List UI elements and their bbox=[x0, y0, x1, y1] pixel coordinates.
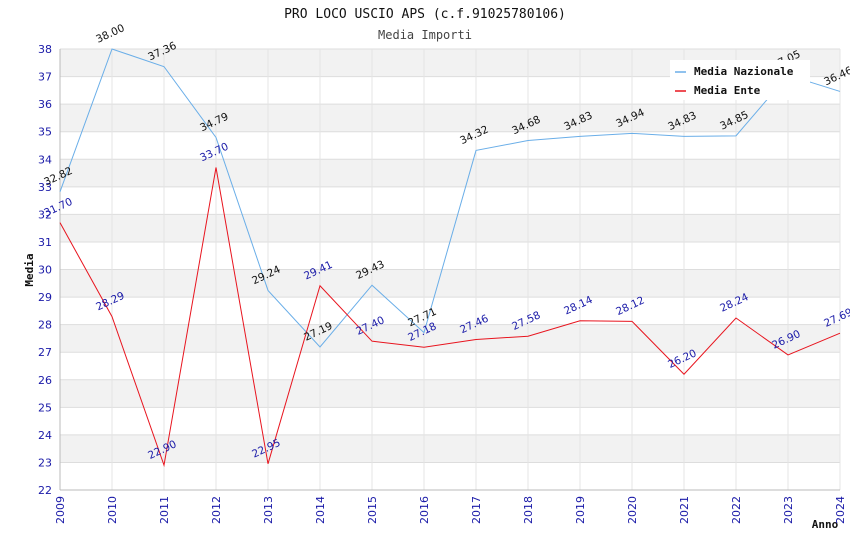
x-tick-label: 2018 bbox=[522, 496, 535, 524]
series-line-media-ente bbox=[59, 167, 841, 468]
y-tick-label: 37 bbox=[38, 71, 52, 84]
x-tick-label: 2016 bbox=[418, 496, 431, 524]
x-tick-label: 2020 bbox=[626, 496, 639, 524]
data-label: 38.00 bbox=[94, 22, 126, 46]
band bbox=[60, 352, 840, 380]
x-tick-label: 2017 bbox=[470, 496, 483, 524]
legend: Media Nazionale Media Ente bbox=[670, 60, 810, 100]
x-tick-label: 2012 bbox=[210, 496, 223, 524]
band bbox=[60, 434, 840, 463]
legend-label-media-ente: Media Ente bbox=[694, 84, 761, 97]
gridlines bbox=[59, 48, 841, 491]
y-tick-label: 31 bbox=[38, 236, 52, 249]
y-tick-label: 33 bbox=[38, 181, 52, 194]
y-tick-label: 32 bbox=[38, 208, 52, 221]
x-tick-label: 2022 bbox=[730, 496, 743, 524]
y-tick-label: 24 bbox=[38, 429, 52, 442]
x-tick-label: 2024 bbox=[834, 496, 847, 524]
legend-box bbox=[670, 60, 810, 100]
y-tick-label: 34 bbox=[38, 153, 52, 166]
y-tick-label: 35 bbox=[38, 126, 52, 139]
y-tick-label: 25 bbox=[38, 401, 52, 414]
x-tick-label: 2009 bbox=[54, 496, 67, 524]
x-tick-label: 2010 bbox=[106, 496, 119, 524]
y-tick-label: 38 bbox=[38, 43, 52, 56]
x-tick-label: 2011 bbox=[158, 496, 171, 524]
band bbox=[60, 407, 840, 435]
band bbox=[60, 297, 840, 325]
band bbox=[60, 379, 840, 408]
x-tick-label: 2013 bbox=[262, 496, 275, 524]
band bbox=[60, 159, 840, 187]
band bbox=[60, 324, 840, 353]
band bbox=[60, 241, 840, 270]
x-axis-title: Anno bbox=[812, 518, 839, 531]
y-tick-label: 27 bbox=[38, 346, 52, 359]
chart-subtitle: Media Importi bbox=[378, 28, 472, 42]
x-tick-label: 2023 bbox=[782, 496, 795, 524]
y-tick-label: 28 bbox=[38, 319, 52, 332]
y-tick-labels: 22 23 24 25 26 27 28 29 30 31 32 33 34 35 36 37 38 bbox=[38, 43, 52, 497]
band bbox=[60, 269, 840, 298]
y-tick-label: 26 bbox=[38, 374, 52, 387]
x-tick-label: 2021 bbox=[678, 496, 691, 524]
x-tick-label: 2015 bbox=[366, 496, 379, 524]
x-tick-labels: 2009 2010 2011 2012 2013 2014 2015 2016 2017 2018… bbox=[54, 496, 847, 524]
y-tick-label: 29 bbox=[38, 291, 52, 304]
band bbox=[60, 104, 840, 132]
series-line-media-nazionale bbox=[59, 48, 841, 348]
background-bands bbox=[60, 49, 840, 490]
y-tick-label: 36 bbox=[38, 98, 52, 111]
y-tick-label: 22 bbox=[38, 484, 52, 497]
y-tick-label: 23 bbox=[38, 456, 52, 469]
band bbox=[60, 186, 840, 215]
y-axis-title: Media bbox=[23, 253, 36, 286]
x-tick-label: 2019 bbox=[574, 496, 587, 524]
band bbox=[60, 462, 840, 490]
legend-label-media-nazionale: Media Nazionale bbox=[694, 65, 794, 78]
chart-title: PRO LOCO USCIO APS (c.f.91025780106) bbox=[284, 7, 566, 22]
y-tick-label: 30 bbox=[38, 264, 52, 277]
band bbox=[60, 214, 840, 242]
series-lines bbox=[59, 48, 841, 468]
x-tick-label: 2014 bbox=[314, 496, 327, 524]
